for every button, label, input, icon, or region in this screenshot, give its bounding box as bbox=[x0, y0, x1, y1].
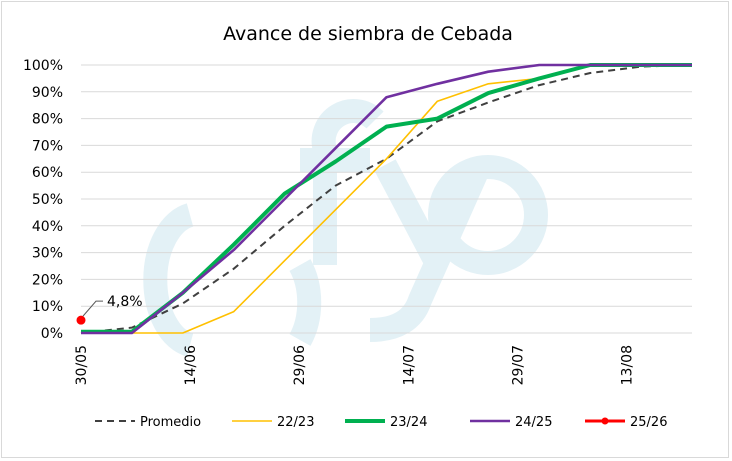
x-tick-label: 13/08 bbox=[620, 345, 636, 385]
legend-label: Promedio bbox=[140, 415, 201, 430]
y-tick-label: 60% bbox=[32, 165, 63, 181]
y-tick-label: 80% bbox=[32, 112, 63, 128]
legend-item: 22/23 bbox=[232, 415, 314, 430]
chart-title: Avance de siembra de Cebada bbox=[223, 23, 513, 45]
x-tick-label: 14/07 bbox=[401, 345, 417, 385]
y-tick-label: 30% bbox=[32, 246, 63, 262]
series-line-24-25 bbox=[81, 63, 692, 335]
x-tick-label: 29/07 bbox=[510, 345, 526, 385]
y-tick-label: 100% bbox=[23, 58, 63, 74]
legend-marker bbox=[601, 417, 609, 425]
series-line-23-24 bbox=[81, 63, 692, 334]
legend-label: 24/25 bbox=[515, 415, 552, 430]
y-tick-label: 10% bbox=[32, 299, 63, 315]
y-tick-label: 40% bbox=[32, 219, 63, 235]
series-line-Promedio bbox=[80, 64, 693, 334]
watermark-logo bbox=[143, 99, 548, 357]
y-tick-label: 90% bbox=[32, 85, 63, 101]
legend-item: Promedio bbox=[95, 415, 201, 430]
x-tick-label: 14/06 bbox=[183, 345, 199, 385]
x-tick-label: 30/05 bbox=[74, 345, 90, 385]
legend-item: 24/25 bbox=[470, 415, 552, 430]
data-point-25-26 bbox=[76, 315, 86, 325]
x-tick-label: 29/06 bbox=[292, 345, 308, 385]
annotation-leader bbox=[82, 300, 103, 317]
y-tick-label: 0% bbox=[41, 326, 63, 342]
legend-label: 23/24 bbox=[390, 415, 427, 430]
y-tick-label: 20% bbox=[32, 272, 63, 288]
legend-item: 25/26 bbox=[585, 415, 667, 430]
legend-item: 23/24 bbox=[345, 415, 427, 430]
legend-label: 25/26 bbox=[630, 415, 667, 430]
legend-label: 22/23 bbox=[277, 415, 314, 430]
y-tick-label: 70% bbox=[32, 138, 63, 154]
annotation-label: 4,8% bbox=[107, 294, 143, 310]
y-tick-label: 50% bbox=[32, 192, 63, 208]
